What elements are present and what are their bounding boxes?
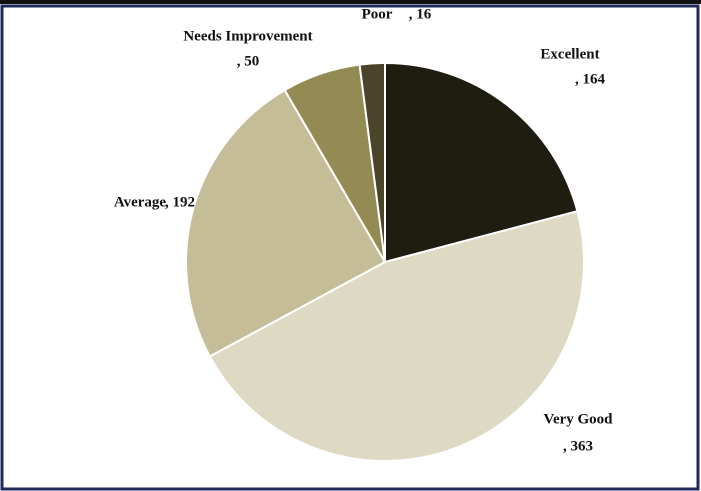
pie — [185, 61, 585, 462]
data-label-value: , 16 — [409, 6, 432, 22]
pie-slice — [358, 61, 386, 263]
data-label-category: Poor — [362, 6, 393, 22]
pie-slice — [208, 209, 585, 462]
data-label-value: , 192 — [165, 194, 195, 210]
data-label-category: Excellent — [540, 46, 599, 62]
data-label-value: , 50 — [237, 53, 260, 69]
data-label-category: Very Good — [543, 411, 613, 427]
labels: Excellent , 164 Very Good , 363 Average, 192… — [114, 6, 613, 454]
data-label-value: , 164 — [575, 71, 606, 87]
data-label-category: Average — [114, 194, 167, 210]
top-bar — [0, 0, 701, 4]
pie-slice — [185, 88, 387, 358]
pie-slice — [384, 61, 579, 264]
data-label-value: , 363 — [563, 438, 593, 454]
data-label-category: Needs Improvement — [183, 28, 312, 44]
